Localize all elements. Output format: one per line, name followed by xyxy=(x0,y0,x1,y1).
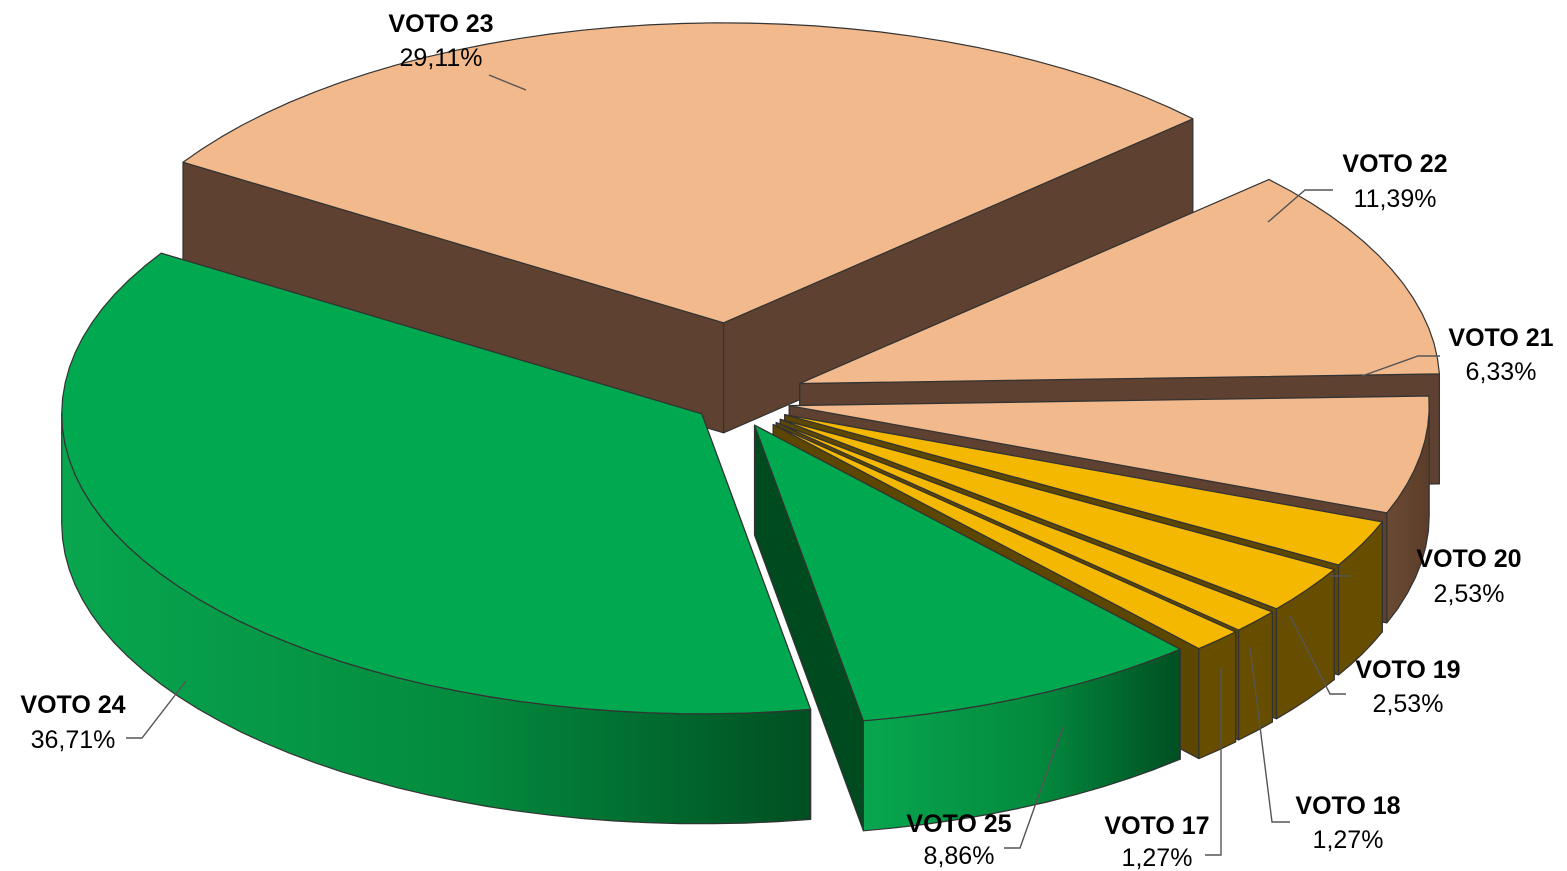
pie-slice-voto-25 xyxy=(753,424,1181,832)
slice-label-value: 1,27% xyxy=(1122,844,1193,871)
label-voto-25: VOTO 25 8,86% xyxy=(906,726,1064,870)
leader-line xyxy=(1205,668,1222,856)
label-voto-24: VOTO 24 36,71% xyxy=(20,680,187,754)
label-voto-19: VOTO 19 2,53% xyxy=(1289,615,1461,718)
slice-side xyxy=(1238,611,1273,741)
slice-label-value: 8,86% xyxy=(924,842,995,870)
slice-label-value: 2,53% xyxy=(1373,690,1444,718)
slice-top xyxy=(788,395,1430,514)
label-voto-21: VOTO 21 6,33% xyxy=(1361,324,1554,386)
slice-top xyxy=(753,424,1181,722)
pie-slice-voto-23 xyxy=(182,22,1194,434)
leader-line xyxy=(1004,726,1064,849)
slice-side xyxy=(1198,631,1237,760)
slice-label-value: 1,27% xyxy=(1313,826,1384,854)
pie-slice-voto-24 xyxy=(61,252,812,825)
slice-label-name: VOTO 21 xyxy=(1448,324,1553,352)
slice-label-name: VOTO 24 xyxy=(20,691,125,719)
slice-label-value: 36,71% xyxy=(31,726,116,754)
slice-label-name: VOTO 25 xyxy=(906,810,1011,838)
slice-top xyxy=(182,22,1194,324)
slice-label-value: 29,11% xyxy=(400,44,483,72)
label-voto-20: VOTO 20 2,53% xyxy=(1330,545,1522,608)
leader-line xyxy=(126,680,187,739)
slice-top xyxy=(61,252,812,715)
label-voto-18: VOTO 18 1,27% xyxy=(1249,646,1401,854)
slice-top xyxy=(799,178,1440,385)
leader-line xyxy=(1361,355,1440,377)
slice-label-value: 2,53% xyxy=(1434,580,1505,608)
slice-top xyxy=(779,418,1335,610)
slice-label-name: VOTO 23 xyxy=(388,10,493,38)
slice-label-name: VOTO 20 xyxy=(1416,545,1521,573)
slice-top xyxy=(784,414,1383,566)
slice-label-name: VOTO 19 xyxy=(1355,656,1460,684)
slice-label-name: VOTO 18 xyxy=(1295,792,1400,820)
slice-label-value: 6,33% xyxy=(1466,358,1537,386)
slice-top xyxy=(772,423,1237,650)
leader-line xyxy=(488,74,527,91)
leader-line xyxy=(1289,615,1346,695)
slice-label-value: 11,39% xyxy=(1354,185,1437,213)
leader-line xyxy=(1267,189,1333,223)
label-voto-22: VOTO 22 11,39% xyxy=(1267,150,1448,223)
slice-label-name: VOTO 22 xyxy=(1342,150,1447,178)
label-voto-17: VOTO 17 1,27% xyxy=(1104,668,1222,871)
slice-top xyxy=(775,421,1273,631)
leader-line xyxy=(1249,646,1290,823)
slice-label-name: VOTO 17 xyxy=(1104,812,1209,840)
label-voto-23: VOTO 23 29,11% xyxy=(388,10,527,91)
